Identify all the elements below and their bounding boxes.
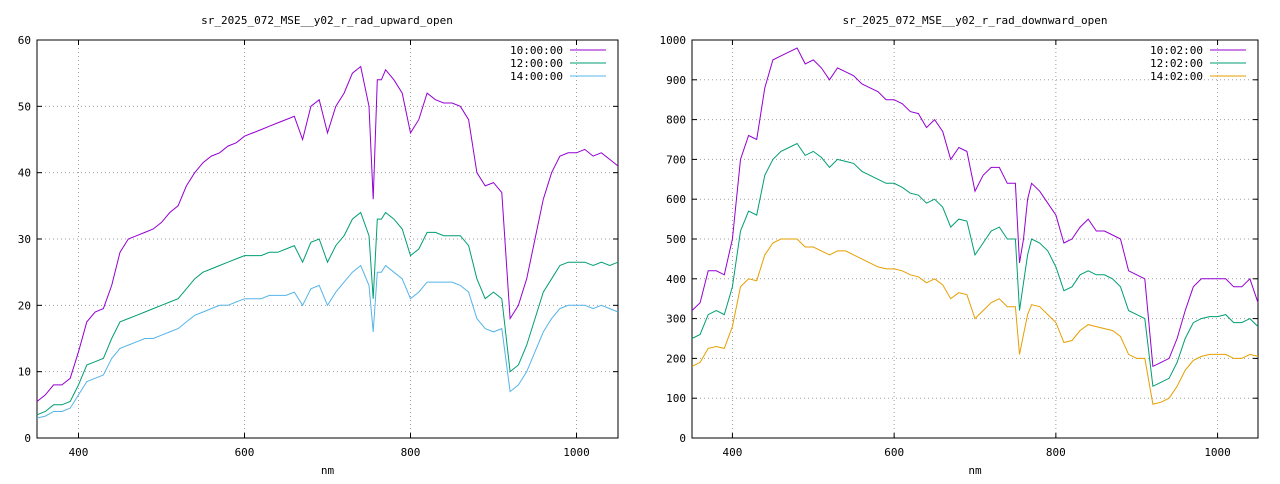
y-tick-label: 300	[666, 313, 686, 326]
x-axis-label: nm	[968, 464, 982, 477]
legend-label: 12:00:00	[510, 57, 563, 70]
legend-label: 14:02:00	[1150, 70, 1203, 83]
x-tick-label: 1000	[1204, 446, 1231, 459]
y-tick-label: 60	[18, 34, 31, 47]
plot-frame	[36, 39, 619, 439]
y-tick-label: 0	[24, 432, 31, 445]
series-line-10:02:00	[691, 47, 1259, 368]
x-tick-label: 400	[722, 446, 742, 459]
y-tick-label: 1000	[660, 34, 687, 47]
y-tick-label: 20	[18, 299, 31, 312]
y-tick-label: 30	[18, 233, 31, 246]
y-tick-label: 500	[666, 233, 686, 246]
chart-downward: 400 600 800 1000 0 100 200 300 400 500 600 700 800 90…	[660, 14, 1259, 477]
series-line-14:02:00	[691, 238, 1259, 405]
y-tick-label: 100	[666, 392, 686, 405]
y-tick-label: 400	[666, 273, 686, 286]
legend-label: 14:00:00	[510, 70, 563, 83]
series-line-12:00:00	[36, 211, 619, 416]
y-tick-label: 10	[18, 366, 31, 379]
x-tick-label: 800	[1046, 446, 1066, 459]
legend-label: 10:00:00	[510, 44, 563, 57]
x-tick-label: 1000	[563, 446, 590, 459]
series-line-12:02:00	[691, 142, 1259, 388]
x-tick-label: 800	[401, 446, 421, 459]
legend-label: 12:02:00	[1150, 57, 1203, 70]
legend-label: 10:02:00	[1150, 44, 1203, 57]
x-tick-label: 600	[235, 446, 255, 459]
series-line-14:00:00	[36, 264, 619, 419]
y-tick-label: 700	[666, 153, 686, 166]
y-tick-label: 600	[666, 193, 686, 206]
y-tick-label: 0	[679, 432, 686, 445]
y-tick-label: 800	[666, 114, 686, 127]
x-axis-label: nm	[321, 464, 335, 477]
chart-title: sr_2025_072_MSE__y02_r_rad_upward_open	[201, 14, 453, 27]
y-tick-label: 40	[18, 167, 31, 180]
chart-upward: 400 600 800 1000 0 10 20 30 40 50 60 sr_2025_072_MS…	[18, 14, 619, 477]
series-line-10:00:00	[36, 65, 619, 402]
x-tick-label: 600	[884, 446, 904, 459]
y-tick-label: 50	[18, 100, 31, 113]
y-tick-label: 900	[666, 74, 686, 87]
chart-title: sr_2025_072_MSE__y02_r_rad_downward_open	[843, 14, 1108, 27]
y-tick-label: 200	[666, 352, 686, 365]
x-tick-label: 400	[69, 446, 89, 459]
